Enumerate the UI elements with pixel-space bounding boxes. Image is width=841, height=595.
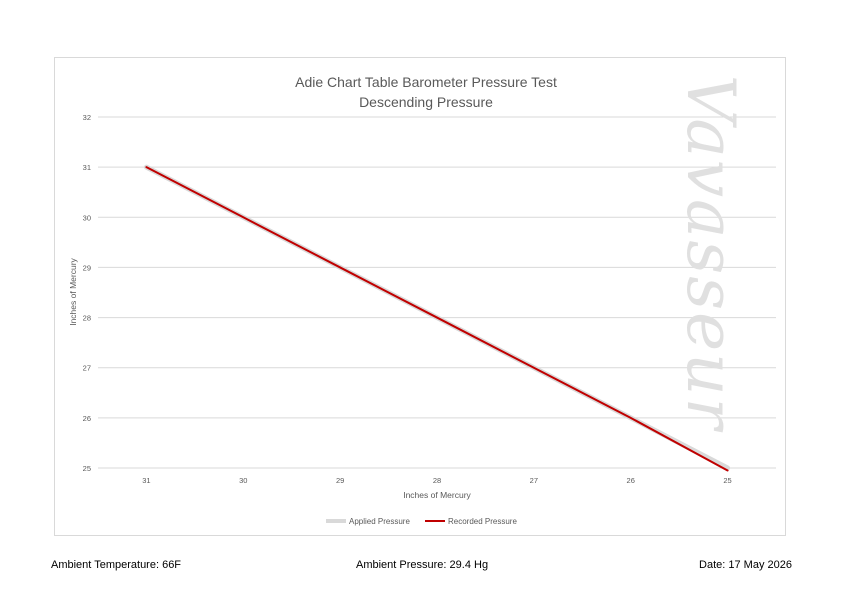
legend-label-recorded: Recorded Pressure xyxy=(448,517,517,526)
y-tick-label: 28 xyxy=(83,314,91,323)
watermark-text: Vavasseur xyxy=(672,75,749,433)
legend-label-applied: Applied Pressure xyxy=(349,517,410,526)
x-tick-label: 25 xyxy=(723,476,731,485)
x-tick-label: 27 xyxy=(530,476,538,485)
chart-subtitle: Descending Pressure xyxy=(359,94,493,110)
legend: Applied Pressure Recorded Pressure xyxy=(326,517,517,526)
y-tick-label: 27 xyxy=(83,364,91,373)
grid-layer xyxy=(98,116,776,469)
ambient-temperature: Ambient Temperature: 66F xyxy=(51,559,182,571)
x-tick-label: 31 xyxy=(142,476,150,485)
x-tick-label: 30 xyxy=(239,476,247,485)
ambient-pressure: Ambient Pressure: 29.4 Hg xyxy=(356,559,489,571)
y-tick-label: 31 xyxy=(83,163,91,172)
y-tick-label: 32 xyxy=(83,113,91,122)
series-layer xyxy=(143,164,731,472)
y-tick-label: 25 xyxy=(83,464,91,473)
x-tick-label: 29 xyxy=(336,476,344,485)
chart-frame xyxy=(54,57,786,536)
y-tick-label: 29 xyxy=(83,263,91,272)
test-date: Date: 17 May 2026 xyxy=(699,559,792,571)
series-line-recorded-pressure xyxy=(145,166,729,472)
x-tick-label: 26 xyxy=(627,476,635,485)
y-tick-label: 30 xyxy=(83,213,91,222)
y-tick-label: 26 xyxy=(83,414,91,423)
x-tick-label: 28 xyxy=(433,476,441,485)
y-axis-label: Inches of Mercury xyxy=(68,257,78,325)
tick-layer: 25 26 27 28 29 30 31 32 31 30 29 28 27 26 25 xyxy=(83,113,732,485)
x-axis-label: Inches of Mercury xyxy=(403,490,471,500)
chart-title: Adie Chart Table Barometer Pressure Test xyxy=(295,74,557,90)
